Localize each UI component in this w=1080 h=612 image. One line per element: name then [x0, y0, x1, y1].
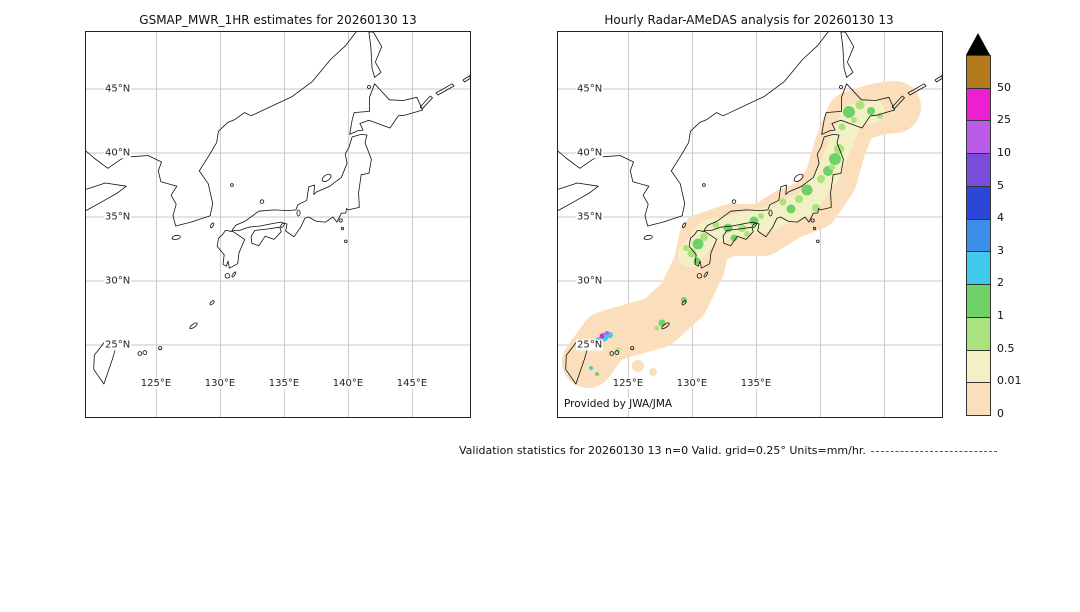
lat-label-30n: 30°N: [104, 275, 132, 287]
colorbar-tick-label: 10: [997, 145, 1011, 159]
lon-label-125e: 125°E: [139, 378, 173, 389]
lat-label-45n: 45°N: [576, 83, 604, 95]
lat-label-35n: 35°N: [576, 211, 604, 223]
precip-cell: [599, 333, 605, 339]
precip-cell: [605, 331, 609, 335]
lon-label-130e: 130°E: [675, 378, 709, 389]
lon-label-125e: 125°E: [611, 378, 645, 389]
validation-statistics: Validation statistics for 20260130 13 n=…: [459, 444, 997, 457]
colorbar-segments: [966, 55, 991, 416]
lon-label-135e: 135°E: [267, 378, 301, 389]
colorbar-segment: [967, 316, 990, 350]
lat-label-40n: 40°N: [576, 147, 604, 159]
colorbar-tick-label: 3: [997, 243, 1004, 257]
precip-cell: [812, 204, 820, 212]
precip-cell: [681, 297, 687, 303]
precip-cell: [779, 198, 787, 206]
gsmap-map: [86, 32, 470, 417]
colorbar-segment: [967, 382, 990, 416]
precip-cell: [723, 223, 733, 233]
precip-cell: [649, 368, 657, 376]
lat-label-25n: 25°N: [104, 339, 132, 351]
colorbar-segment: [967, 56, 990, 88]
precip-cell: [867, 107, 875, 115]
precip-cell: [712, 221, 720, 229]
left-panel-title: GSMAP_MWR_1HR estimates for 20260130 13: [139, 13, 417, 27]
colorbar-tick-label: 4: [997, 211, 1004, 225]
precip-cell: [829, 153, 841, 165]
precip-cell: [654, 325, 660, 331]
precip-cell: [615, 347, 621, 353]
colorbar-tick-label: 25: [997, 113, 1011, 127]
precip-cell: [758, 213, 764, 219]
precip-cell: [692, 238, 704, 250]
colorbar-segment: [967, 218, 990, 252]
colorbar-tick-label: 2: [997, 276, 1004, 290]
lon-label-140e: 140°E: [331, 378, 365, 389]
precip-cell: [700, 233, 708, 241]
precip-cell: [738, 224, 746, 232]
lat-label-45n: 45°N: [104, 83, 132, 95]
validation-statistics-text: Validation statistics for 20260130 13 n=…: [459, 444, 866, 457]
dashed-rule: [870, 451, 997, 452]
precip-cell: [683, 245, 689, 251]
precip-cell: [730, 234, 738, 242]
colorbar-tick-label: 5: [997, 178, 1004, 192]
precip-cell: [801, 184, 813, 196]
precip-cell: [658, 319, 666, 327]
lon-label-145e: 145°E: [395, 378, 429, 389]
colorbar-ticks: 50 25 10 5 4 3 2 1 0.5 0.01 0: [997, 55, 1041, 419]
gridlines: [86, 32, 470, 417]
precip-overlay: [562, 81, 921, 388]
lat-label-40n: 40°N: [104, 147, 132, 159]
precip-cell: [817, 175, 825, 183]
colorbar-tick-label: 0.01: [997, 374, 1022, 388]
precip-cell: [589, 366, 593, 370]
precip-cell: [744, 231, 750, 237]
data-credit: Provided by JWA/JMA: [562, 398, 675, 410]
precip-cell: [829, 164, 835, 170]
colorbar: [966, 33, 991, 416]
colorbar-tick-label: 0.5: [997, 341, 1015, 355]
colorbar-segment: [967, 284, 990, 317]
precip-cell: [795, 195, 803, 203]
lat-label-30n: 30°N: [576, 275, 604, 287]
precip-cell: [786, 204, 796, 214]
colorbar-tick-label: 0: [997, 407, 1004, 420]
radar-amedas-map-panel: 45°N 40°N 35°N 30°N 25°N 125°E 130°E 135…: [557, 31, 943, 418]
colorbar-segment: [967, 87, 990, 121]
colorbar-tick-label: 50: [997, 80, 1011, 94]
precip-band: [678, 99, 884, 267]
precip-cell: [843, 106, 855, 118]
precip-cell: [855, 100, 865, 110]
radar-amedas-map: [558, 32, 942, 417]
colorbar-overflow-arrow-icon: [966, 33, 990, 55]
precip-cell: [687, 248, 697, 258]
colorbar-segment: [967, 120, 990, 154]
precip-cell: [838, 123, 846, 131]
precip-cell: [851, 117, 857, 123]
colorbar-tick-label: 1: [997, 309, 1004, 323]
colorbar-segment: [967, 153, 990, 186]
colorbar-segment: [967, 185, 990, 219]
lat-label-35n: 35°N: [104, 211, 132, 223]
lat-label-25n: 25°N: [576, 339, 604, 351]
precip-cell: [595, 372, 599, 376]
colorbar-segment: [967, 349, 990, 383]
precip-cell: [632, 360, 644, 372]
right-panel-title: Hourly Radar-AMeDAS analysis for 2026013…: [604, 13, 894, 27]
colorbar-segment: [967, 251, 990, 285]
lon-label-130e: 130°E: [203, 378, 237, 389]
gsmap-map-panel: 45°N 40°N 35°N 30°N 25°N 125°E 130°E 135…: [85, 31, 471, 418]
lon-label-135e: 135°E: [739, 378, 773, 389]
